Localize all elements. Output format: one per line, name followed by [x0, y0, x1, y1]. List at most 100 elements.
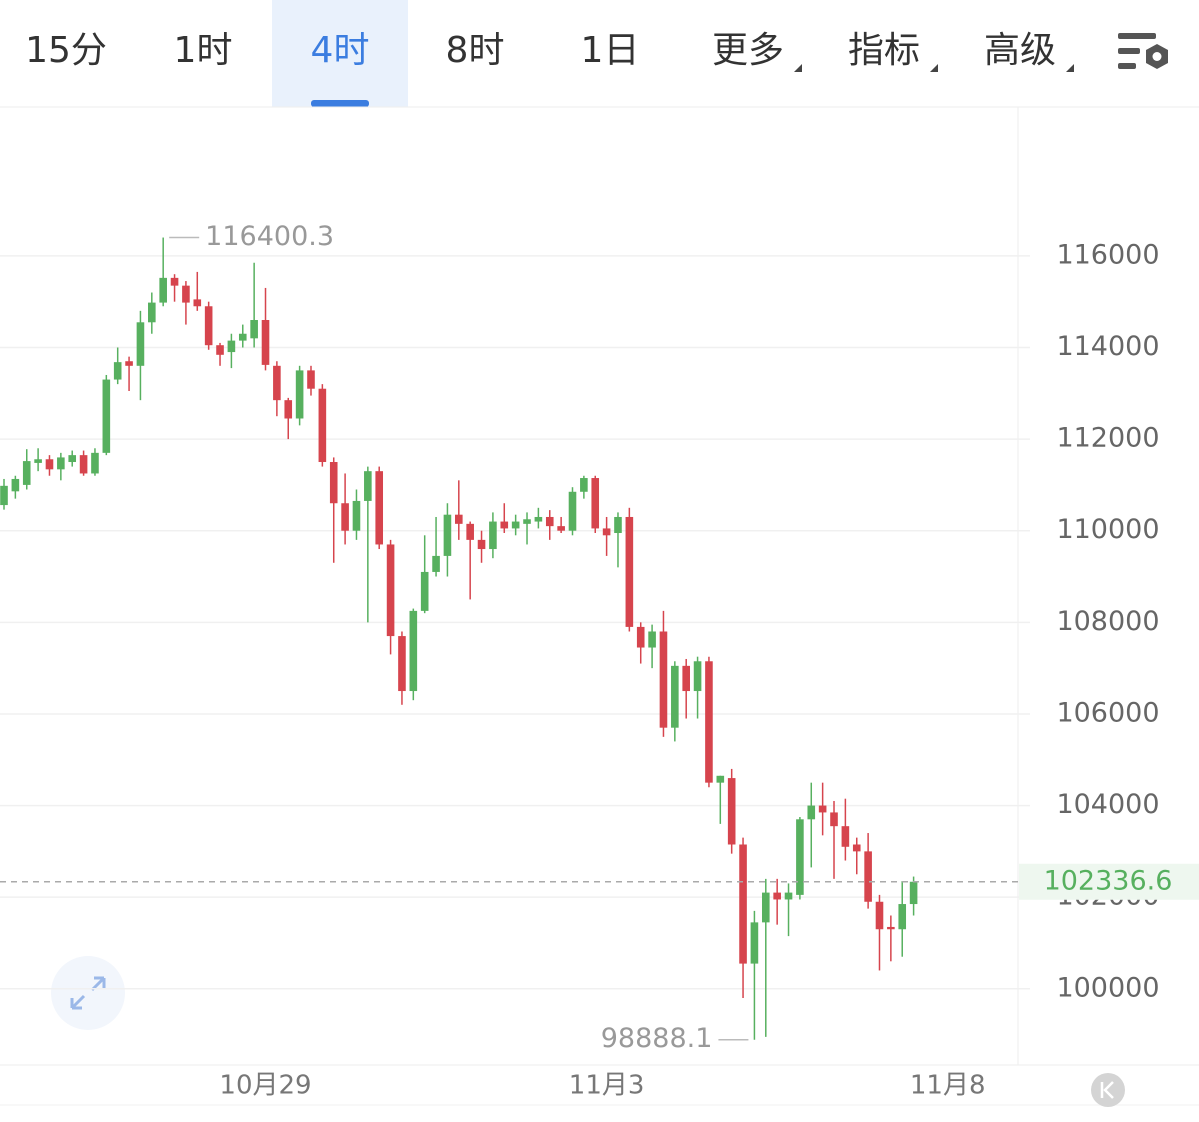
candle-body [796, 819, 804, 895]
candle-body [238, 333, 247, 341]
candle-body [125, 361, 133, 366]
candle-body [386, 544, 395, 637]
candle-body [761, 892, 770, 923]
candle-body [443, 514, 452, 556]
y-tick-label: 106000 [1056, 697, 1159, 728]
candle-body [636, 626, 645, 648]
candle-body [420, 571, 429, 611]
scroll-latest-button[interactable] [1091, 1073, 1125, 1107]
candle-body [852, 844, 861, 852]
candle-body [705, 661, 713, 783]
candle-body [216, 345, 224, 355]
candle-body [318, 388, 327, 463]
low-label: 98888.1 [601, 1023, 713, 1054]
candle-body [489, 521, 497, 550]
candle-body [91, 452, 99, 474]
grid [0, 255, 1030, 990]
candle-body [545, 516, 554, 527]
x-tick-label: 11月8 [910, 1071, 986, 1101]
candle-body [887, 926, 895, 930]
candle-body [329, 462, 338, 504]
candle-body [375, 471, 384, 545]
expand-button[interactable] [51, 956, 125, 1030]
candle-body [841, 826, 850, 847]
candle-body [364, 471, 372, 501]
dropdown-caret [794, 64, 802, 72]
candle-body [57, 457, 65, 470]
candle-body [534, 516, 543, 522]
y-tick-label: 108000 [1056, 606, 1159, 637]
plot [0, 237, 918, 1040]
candle-body [557, 526, 565, 531]
candle-body [716, 775, 725, 783]
candle-body [102, 379, 111, 453]
candle-body [671, 665, 679, 728]
candle-body [875, 901, 884, 930]
candle-body [227, 340, 236, 353]
y-tick-label: 104000 [1056, 789, 1159, 820]
candle-body [648, 631, 656, 648]
candle-body [295, 370, 304, 419]
candle-body [182, 285, 190, 303]
y-tick-label: 114000 [1056, 331, 1159, 362]
candle-body [22, 461, 31, 485]
candle-body [523, 519, 531, 524]
candle-body [477, 539, 486, 550]
candle-body [352, 500, 361, 531]
candle-body [341, 503, 349, 531]
tab[interactable]: 高级 [984, 30, 1056, 71]
candle-body [500, 521, 509, 529]
tab[interactable]: 指标 [848, 30, 920, 71]
candle-body [784, 892, 793, 900]
candle-body [864, 851, 872, 902]
tab[interactable]: 1时 [174, 30, 233, 71]
settings-icon[interactable] [1118, 33, 1168, 69]
candle-body [284, 400, 293, 419]
candle-body [0, 485, 8, 506]
x-tick-label: 11月3 [569, 1071, 645, 1101]
active-tab-indicator [311, 100, 369, 107]
y-tick-label: 112000 [1056, 423, 1159, 454]
tab[interactable]: 15分 [25, 30, 107, 71]
candle-body [409, 610, 418, 692]
tab[interactable]: 4时 [311, 30, 370, 71]
high-label: 116400.3 [205, 221, 334, 252]
candle-body [159, 277, 167, 303]
y-tick-label: 100000 [1056, 972, 1159, 1003]
candle-body [739, 844, 747, 964]
candle-body [398, 636, 406, 692]
candle-body [68, 455, 77, 463]
candle-body [261, 320, 270, 365]
tab[interactable]: 1日 [581, 30, 640, 71]
candle-body [693, 661, 702, 692]
labels: 1000001020001040001060001080001100001120… [0, 221, 1199, 1101]
candle-body [818, 805, 827, 813]
dropdown-caret [1066, 64, 1074, 72]
candle-body [34, 459, 42, 463]
candle-body [273, 365, 281, 401]
active-tab-bg [272, 0, 408, 107]
candle-body [568, 491, 577, 531]
candle-body [830, 812, 838, 827]
x-tick-label: 10月29 [219, 1071, 311, 1101]
candle-body [45, 459, 54, 470]
candle-body [136, 322, 145, 366]
candle-body [580, 478, 588, 492]
candle-body [807, 805, 816, 820]
candle-body [250, 320, 258, 339]
tab[interactable]: 8时 [446, 30, 505, 71]
candle-body [625, 516, 634, 627]
candle-body [773, 892, 781, 900]
last-price-box [1019, 863, 1199, 900]
candle-body [79, 455, 88, 474]
candle-body [602, 528, 611, 536]
candle-body [11, 478, 20, 492]
candle-body [591, 478, 600, 529]
y-tick-label: 110000 [1056, 514, 1159, 545]
tab[interactable]: 更多 [712, 30, 784, 71]
last-price-label: 102336.6 [1044, 865, 1173, 896]
candle-body [204, 306, 213, 346]
candle-body [909, 881, 918, 905]
